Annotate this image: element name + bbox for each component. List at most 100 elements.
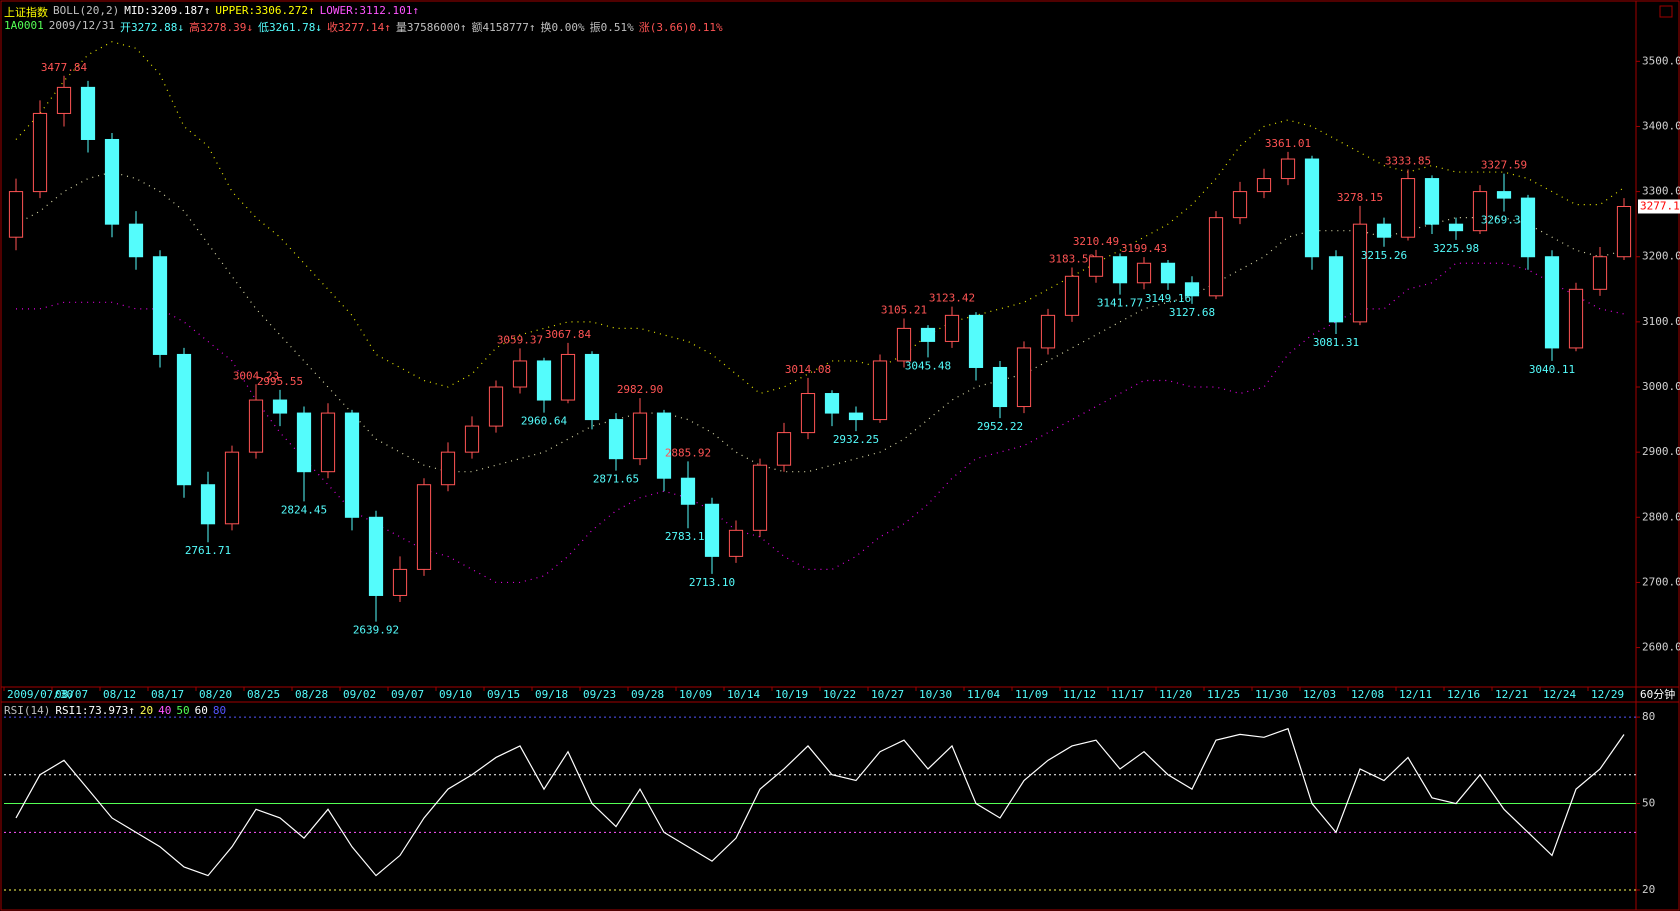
x-tick-label: 12/16 (1447, 688, 1480, 701)
candle-body (1328, 256, 1344, 323)
y-tick-label: 3100.0 (1642, 315, 1680, 328)
candle-body (584, 353, 600, 421)
y-tick-label: 3200.0 (1642, 250, 1680, 263)
code: 1A0001 (4, 19, 44, 32)
candle-body (1208, 217, 1224, 297)
candle-body (440, 451, 456, 486)
x-tick-label: 10/27 (871, 688, 904, 701)
candle-body (560, 353, 576, 401)
candle-body (200, 484, 216, 525)
x-tick-label: 08/20 (199, 688, 232, 701)
candle-body (1040, 314, 1056, 349)
x-tick-label: 09/07 (391, 688, 424, 701)
high-label: 3278.15 (1337, 191, 1383, 204)
high-label: 3105.21 (881, 303, 927, 316)
high-label: 3477.84 (41, 61, 88, 74)
candle-body (1520, 197, 1536, 258)
last-price-box (1638, 199, 1680, 214)
high-label: 3361.01 (1265, 137, 1311, 150)
candle-body (992, 366, 1008, 408)
symbol-name: 上证指数 (4, 6, 48, 19)
candle-body (1184, 282, 1200, 297)
y-tick-label: 50 (1642, 797, 1655, 810)
candle-body (1088, 256, 1104, 277)
high-label: 3059.37 (497, 333, 543, 346)
amplitude: 振0.51% (589, 21, 634, 34)
y-tick-label: 2900.0 (1642, 445, 1680, 458)
low-label: 3127.68 (1169, 306, 1215, 319)
candle-body (368, 516, 384, 596)
low-label: 2952.22 (977, 420, 1023, 433)
candle-body (1064, 275, 1080, 316)
y-tick-label: 2700.0 (1642, 575, 1680, 588)
high-label: 2982.90 (617, 383, 663, 396)
x-tick-label: 10/22 (823, 688, 856, 701)
candle-body (656, 412, 672, 479)
level-label: 20 (139, 704, 154, 717)
volume: 量37586000↑ (395, 21, 467, 34)
x-tick-label: 08/07 (55, 688, 88, 701)
x-tick-label: 09/15 (487, 688, 520, 701)
y-tick-label: 20 (1642, 883, 1655, 896)
x-tick-label: 12/08 (1351, 688, 1384, 701)
candle-body (464, 425, 480, 453)
low-label: 3045.48 (905, 359, 951, 372)
high-label: 3333.85 (1385, 155, 1431, 168)
candle-body (128, 223, 144, 258)
candle-body (272, 399, 288, 414)
candle-body (1568, 288, 1584, 349)
x-tick-label: 12/03 (1303, 688, 1336, 701)
x-tick-label: 11/17 (1111, 688, 1144, 701)
x-tick-label: 08/28 (295, 688, 328, 701)
candle-body (704, 503, 720, 557)
x-tick-label: 10/09 (679, 688, 712, 701)
candle-body (1448, 223, 1464, 232)
candle-body (1592, 256, 1608, 290)
y-tick-label: 3400.0 (1642, 119, 1680, 132)
y-tick-label: 2800.0 (1642, 510, 1680, 523)
candle-body (1304, 158, 1320, 258)
y-tick-label: 3000.0 (1642, 380, 1680, 393)
candle-body (968, 314, 984, 368)
x-tick-label: 09/28 (631, 688, 664, 701)
date: 2009/12/31 (48, 19, 115, 32)
low-label: 3141.77 (1097, 297, 1143, 310)
x-tick-label: 12/21 (1495, 688, 1528, 701)
candle-body (896, 327, 912, 362)
candle-body (1232, 191, 1248, 219)
level-label: 60 (194, 704, 208, 717)
open: 开3272.88↓ (119, 21, 184, 34)
low-label: 2639.92 (353, 624, 399, 637)
high-label: 3327.59 (1481, 159, 1527, 172)
low-label: 3269.37 (1481, 214, 1527, 227)
candle-body (1496, 191, 1512, 199)
candle-body (1352, 223, 1368, 323)
candle-body (488, 386, 504, 427)
x-tick-label: 12/11 (1399, 688, 1432, 701)
candle-body (416, 484, 432, 570)
candle-body (1160, 262, 1176, 284)
y-tick-label: 80 (1642, 710, 1655, 723)
low-label: 3149.16 (1145, 292, 1191, 305)
high-label: 3014.08 (785, 363, 831, 376)
high-label: 3183.52 (1049, 252, 1095, 265)
x-tick-label: 09/10 (439, 688, 472, 701)
candle-body (32, 112, 48, 193)
low-label: 3215.26 (1361, 249, 1407, 262)
high: 高3278.39↓ (188, 21, 253, 34)
candle-body (776, 432, 792, 466)
x-tick-label: 11/04 (967, 688, 1000, 701)
x-tick-label: 08/25 (247, 688, 280, 701)
close: 收3277.14↑ (326, 21, 391, 34)
x-tick-label: 09/18 (535, 688, 568, 701)
low-label: 2871.65 (593, 473, 639, 486)
candle-body (1616, 205, 1632, 258)
high-label: 3210.49 (1073, 235, 1119, 248)
candle-body (536, 360, 552, 401)
x-tick-label: 11/20 (1159, 688, 1192, 701)
candle-body (848, 412, 864, 421)
x-tick-label: 10/30 (919, 688, 952, 701)
candle-body (752, 464, 768, 531)
